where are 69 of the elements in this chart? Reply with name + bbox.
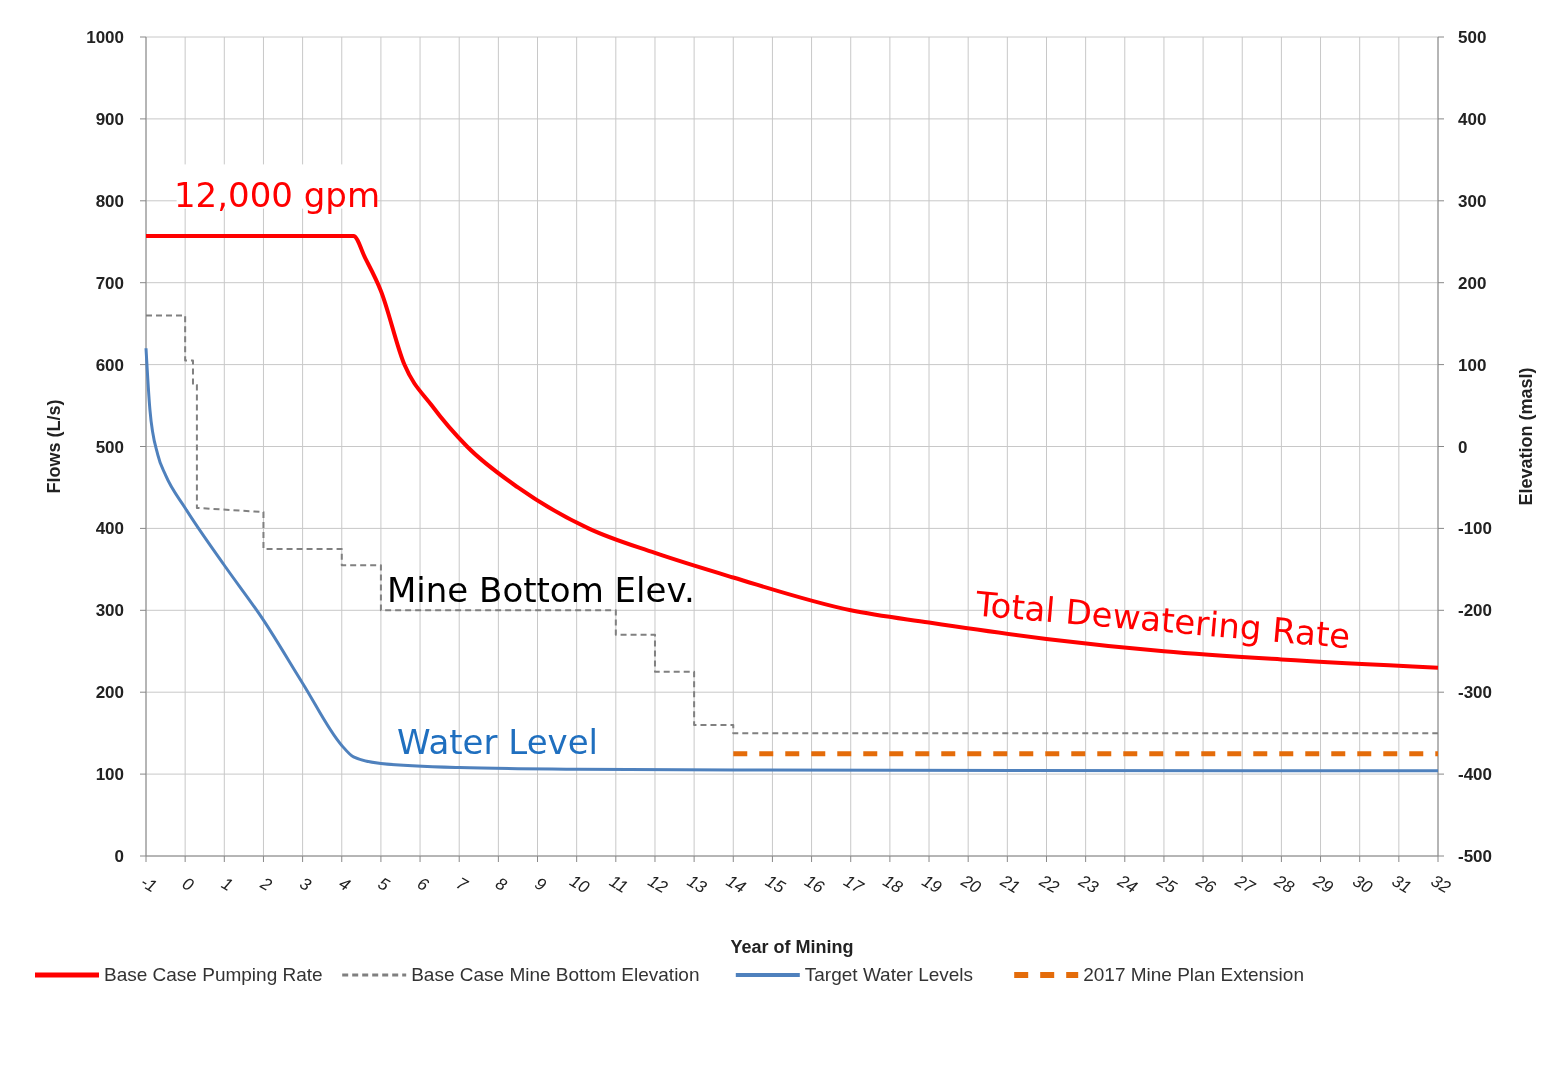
y-tick-label: 200 [95,683,124,703]
x-tick-label: 10 [566,871,593,898]
y-tick-label: 1000 [86,28,124,47]
y-tick-label: 100 [95,765,124,785]
x-tick-label: 3 [296,873,315,896]
x-tick-label: 1 [218,873,236,895]
x-tick-label: 15 [762,871,789,898]
x-tick-label: 14 [723,871,749,898]
y2-tick-label: -200 [1458,601,1493,621]
x-tick-label: 8 [492,873,511,896]
y2-tick-label: -400 [1458,765,1493,785]
line-series [144,346,1440,773]
y2-tick-label: 300 [1458,191,1487,211]
y-tick-label: 700 [95,273,124,293]
y2-tick-label: 0 [1458,437,1468,457]
x-tick-label: 11 [606,871,631,897]
x-tick-label: 19 [918,871,946,898]
annotation: Water Level [397,721,599,762]
x-tick-label: 16 [801,871,828,898]
x-tick-label: 30 [1349,871,1376,898]
y2-axis-title: Elevation (masl) [1516,367,1536,506]
x-tick-label: 13 [683,871,711,898]
x-tick-label: 17 [840,871,867,898]
y2-tick-label: -100 [1458,519,1493,539]
y2-tick-label: -300 [1458,683,1493,703]
y-tick-label: 900 [95,109,124,129]
x-tick-label: 20 [957,870,985,898]
x-tick-label: 32 [1427,871,1455,898]
y2-tick-label: 200 [1458,273,1487,293]
y2-tick-label: 100 [1458,355,1487,375]
x-tick-label: -1 [137,872,161,897]
x-tick-label: 26 [1192,870,1220,898]
y-tick-label: 0 [114,847,124,866]
x-tick-label: 0 [179,873,198,896]
x-axis-title: Year of Mining [730,937,854,957]
y-axis-title: Flows (L/s) [44,399,64,494]
legend-label: Target Water Levels [804,964,974,985]
y2-tick-label: 500 [1458,28,1487,47]
x-tick-label: 27 [1231,870,1259,898]
x-tick-label: 5 [374,873,393,896]
legend-label: 2017 Mine Plan Extension [1083,964,1304,985]
x-tick-label: 23 [1074,870,1102,898]
y-tick-label: 500 [95,437,124,457]
x-tick-label: 21 [996,870,1024,898]
annotation: 12,000 gpm [173,174,381,215]
y2-tick-label: 400 [1458,109,1487,129]
annotation: Total Dewatering Rate [973,583,1352,657]
x-tick-label: 7 [453,873,472,896]
x-tick-label: 18 [879,871,907,898]
x-tick-label: 12 [644,871,672,898]
x-tick-label: 2 [256,873,276,896]
x-tick-label: 6 [413,873,433,896]
x-tick-label: 31 [1388,871,1415,898]
y-tick-label: 400 [95,519,124,539]
x-tick-label: 22 [1035,870,1063,898]
x-tick-label: 4 [335,873,354,895]
legend-label: Base Case Mine Bottom Elevation [411,964,700,985]
line-series [144,234,1440,670]
y-tick-label: 800 [95,191,124,211]
y-tick-label: 600 [95,355,124,375]
y2-tick-label: -500 [1458,847,1493,866]
x-tick-label: 29 [1309,870,1337,898]
x-tick-label: 24 [1113,870,1141,898]
annotation: Mine Bottom Elev. [387,569,695,610]
y-tick-label: 300 [95,601,124,621]
x-tick-label: 25 [1152,870,1181,898]
x-tick-label: 28 [1270,870,1298,898]
x-tick-label: 9 [531,873,550,896]
legend-label: Base Case Pumping Rate [104,964,323,985]
